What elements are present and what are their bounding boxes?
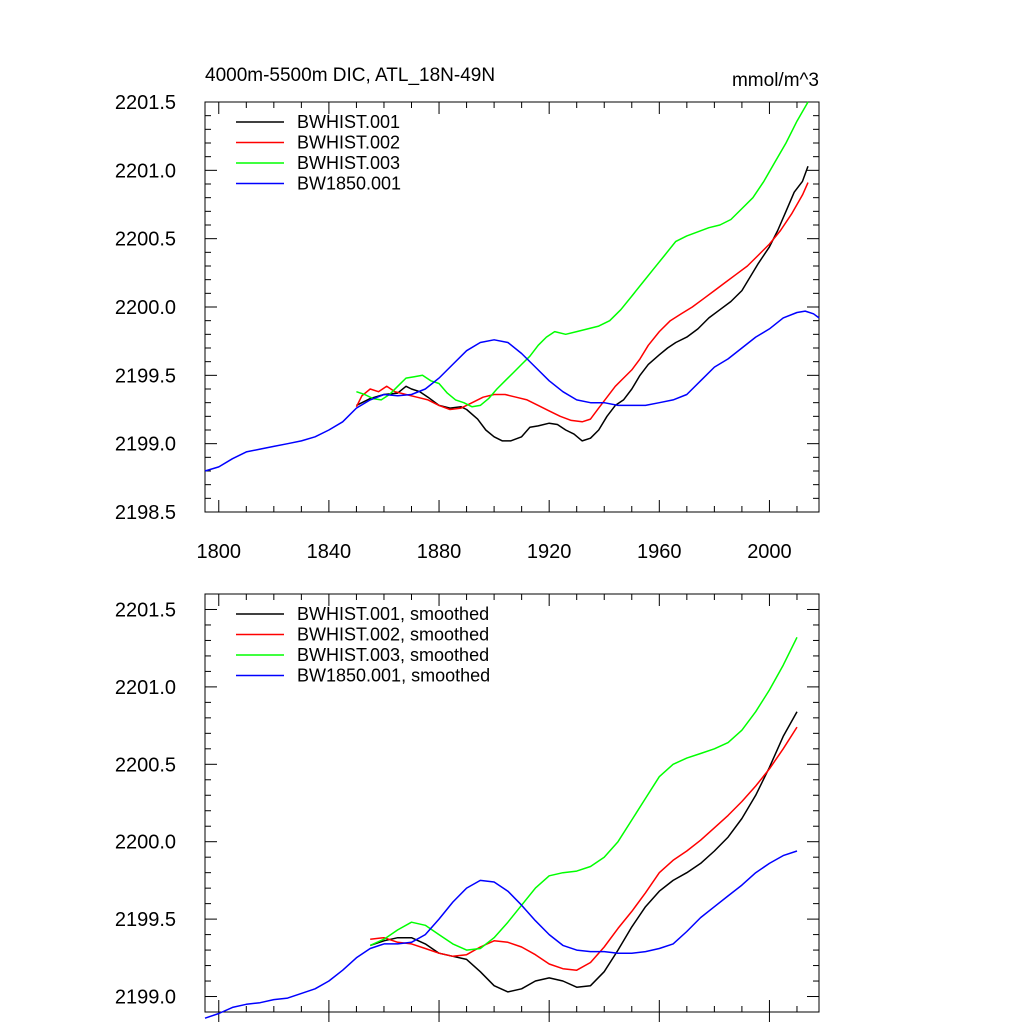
raw-panel: 1800 1840 1880 1920 1960 2000 2198.5 2199.0 2199… — [115, 92, 820, 563]
legend-label: BWHIST.003 — [297, 153, 400, 173]
y-tick-label: 2200.5 — [115, 754, 176, 776]
x-tick-label: 1920 — [527, 541, 572, 563]
x-tick-label: 2000 — [747, 541, 792, 563]
y-tick-label: 2200.0 — [115, 297, 176, 319]
y-tick-label: 2201.5 — [115, 599, 176, 621]
smoothed-panel: 2199.0 2199.5 2200.0 2200.5 2201.0 2201.5 BWHI… — [115, 593, 820, 1022]
x-tick-label: 1960 — [637, 541, 682, 563]
legend-label: BWHIST.002 — [297, 133, 400, 153]
legend-label: BWHIST.003, smoothed — [297, 645, 489, 665]
x-tick-label: 1840 — [307, 541, 352, 563]
x-tick-label: 1880 — [417, 541, 462, 563]
series-line — [369, 636, 798, 951]
y-tick-label: 2199.5 — [115, 365, 176, 387]
y-tick-label: 2201.5 — [115, 92, 176, 114]
plot-frame — [204, 593, 820, 1013]
figure-title: 4000m-5500m DIC, ATL_18N-49N — [205, 65, 495, 86]
legend-label: BW1850.001 — [297, 174, 401, 194]
series-line — [369, 711, 798, 993]
y-tick-label: 2201.0 — [115, 677, 176, 699]
series-line — [370, 726, 798, 971]
legend-label: BWHIST.002, smoothed — [297, 625, 489, 645]
series-line — [204, 850, 798, 1019]
y-tick-label: 2200.5 — [115, 229, 176, 251]
legend-label: BWHIST.001 — [297, 112, 400, 132]
legend-label: BWHIST.001, smoothed — [297, 604, 489, 624]
y-tick-label: 2198.5 — [115, 502, 176, 524]
y-tick-label: 2199.0 — [115, 434, 176, 456]
y-tick-label: 2200.0 — [115, 832, 176, 854]
series-line — [355, 182, 809, 423]
series-line — [204, 310, 820, 472]
legend-label: BW1850.001, smoothed — [297, 666, 490, 686]
units-label: mmol/m^3 — [732, 70, 819, 91]
y-tick-label: 2201.0 — [115, 160, 176, 182]
y-tick-label: 2199.5 — [115, 909, 176, 931]
x-tick-label: 1800 — [197, 541, 242, 563]
series-line — [356, 101, 809, 408]
y-tick-label: 2199.0 — [115, 987, 176, 1009]
